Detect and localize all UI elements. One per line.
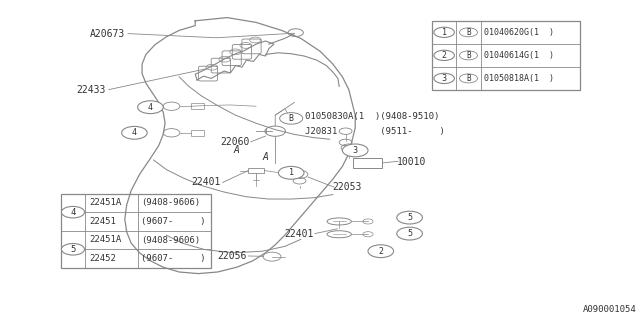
Text: A090001054: A090001054 [583,305,637,314]
Text: 01050830A(1  )(9408-9510): 01050830A(1 )(9408-9510) [305,112,440,121]
Text: A: A [234,145,240,156]
Text: B: B [466,74,471,83]
Text: B: B [466,28,471,37]
Circle shape [122,126,147,139]
Circle shape [138,101,163,114]
Text: A: A [262,152,269,163]
Text: A20673: A20673 [90,28,125,39]
Circle shape [434,73,454,84]
Text: 1: 1 [289,168,294,177]
Text: B: B [466,51,471,60]
Text: 22401: 22401 [191,177,221,188]
Text: 22056: 22056 [217,251,246,261]
Circle shape [460,74,477,83]
Circle shape [460,28,477,37]
Text: 22433: 22433 [76,84,106,95]
Text: (9408-9606): (9408-9606) [141,198,200,207]
Text: 22401: 22401 [284,228,314,239]
Text: 3: 3 [442,74,447,83]
Text: B: B [289,114,294,123]
Circle shape [460,51,477,60]
Circle shape [434,27,454,37]
Circle shape [342,144,368,157]
Text: (9408-9606): (9408-9606) [141,236,200,244]
Circle shape [61,206,84,218]
Text: 22451: 22451 [89,217,116,226]
Text: 22451A: 22451A [89,198,121,207]
Bar [61,194,211,268]
Text: 01040620G(1  ): 01040620G(1 ) [484,28,554,37]
Text: J20831        (9511-     ): J20831 (9511- ) [305,127,445,136]
Text: 4: 4 [70,208,76,217]
Text: 5: 5 [407,229,412,238]
Circle shape [280,113,303,124]
Text: 10010: 10010 [397,156,426,167]
Circle shape [61,244,84,255]
Text: 5: 5 [407,213,412,222]
Text: 1: 1 [442,28,447,37]
Circle shape [397,227,422,240]
Text: 2: 2 [378,247,383,256]
Text: 3: 3 [353,146,358,155]
Text: 01050818A(1  ): 01050818A(1 ) [484,74,554,83]
Text: 2: 2 [442,51,447,60]
Bar [191,103,204,109]
Bar [191,130,204,136]
Text: 4: 4 [148,103,153,112]
Text: 22060: 22060 [220,137,250,148]
Bar [248,168,264,173]
Text: (9607-     ): (9607- ) [141,254,206,263]
Bar [432,21,580,90]
Circle shape [397,211,422,224]
Text: (9607-     ): (9607- ) [141,217,206,226]
Text: 22452: 22452 [89,254,116,263]
Circle shape [368,245,394,258]
Text: 4: 4 [132,128,137,137]
Text: 22451A: 22451A [89,236,121,244]
Text: 5: 5 [70,245,76,254]
Text: 22053: 22053 [333,182,362,192]
Circle shape [434,50,454,60]
Text: 01040614G(1  ): 01040614G(1 ) [484,51,554,60]
Circle shape [278,166,304,179]
